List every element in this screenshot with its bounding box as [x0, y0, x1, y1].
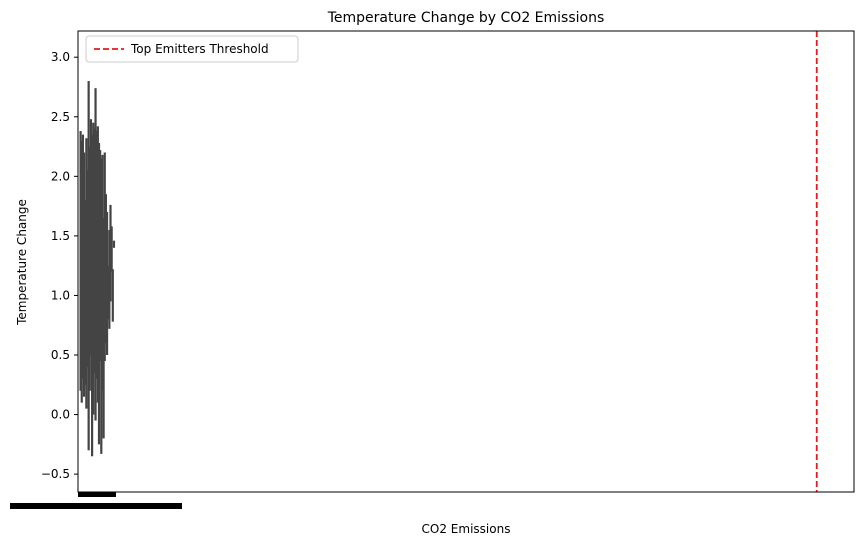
bar: [112, 240, 116, 248]
plot-area: [79, 31, 818, 492]
bar: [100, 158, 103, 454]
bar: [110, 226, 113, 272]
bar: [103, 152, 106, 361]
bar: [101, 154, 104, 391]
bar: [99, 150, 102, 361]
bar: [107, 265, 110, 320]
bar: [96, 126, 99, 403]
bar: [94, 88, 97, 421]
bar: [80, 140, 83, 403]
y-axis-label: Temperature Change: [15, 199, 29, 326]
y-tick-label: 1.0: [51, 288, 70, 302]
bar: [95, 131, 98, 379]
x-axis: [10, 492, 182, 509]
y-tick-label: −0.5: [41, 467, 70, 481]
bar: [85, 138, 88, 409]
bar: [111, 269, 114, 322]
y-tick-label: 0.5: [51, 348, 70, 362]
bar: [86, 170, 89, 367]
bar: [79, 131, 82, 391]
legend-label-threshold: Top Emitters Threshold: [130, 42, 269, 56]
bar: [89, 119, 93, 356]
y-axis: −0.5 0.0 0.5 1.0 1.5 2.0 2.5 3.0: [41, 50, 78, 481]
y-tick-label: 1.5: [51, 229, 70, 243]
bar: [109, 204, 112, 302]
x-axis-label: CO2 Emissions: [422, 522, 511, 536]
x-tick-labels-overlapping: [10, 503, 182, 509]
bar: [104, 194, 107, 344]
bar: [102, 218, 105, 439]
plot-frame: [77, 30, 855, 493]
legend: Top Emitters Threshold: [85, 35, 299, 63]
x-tick-marks: [78, 492, 116, 497]
bar: [105, 212, 109, 356]
bar: [81, 134, 84, 379]
chart-title: Temperature Change by CO2 Emissions: [327, 10, 605, 26]
bar: [92, 122, 95, 415]
bar: [108, 229, 111, 329]
bar: [88, 146, 91, 391]
legend-box: [85, 35, 299, 63]
bar: [97, 142, 101, 445]
bar: [87, 81, 90, 451]
y-tick-label: 3.0: [51, 50, 70, 64]
bar: [93, 128, 96, 373]
y-tick-label: 2.5: [51, 110, 70, 124]
bar: [82, 152, 86, 397]
bar: [84, 200, 87, 385]
y-tick-label: 2.0: [51, 169, 70, 183]
y-tick-label: 0.0: [51, 408, 70, 422]
bar: [91, 134, 94, 457]
